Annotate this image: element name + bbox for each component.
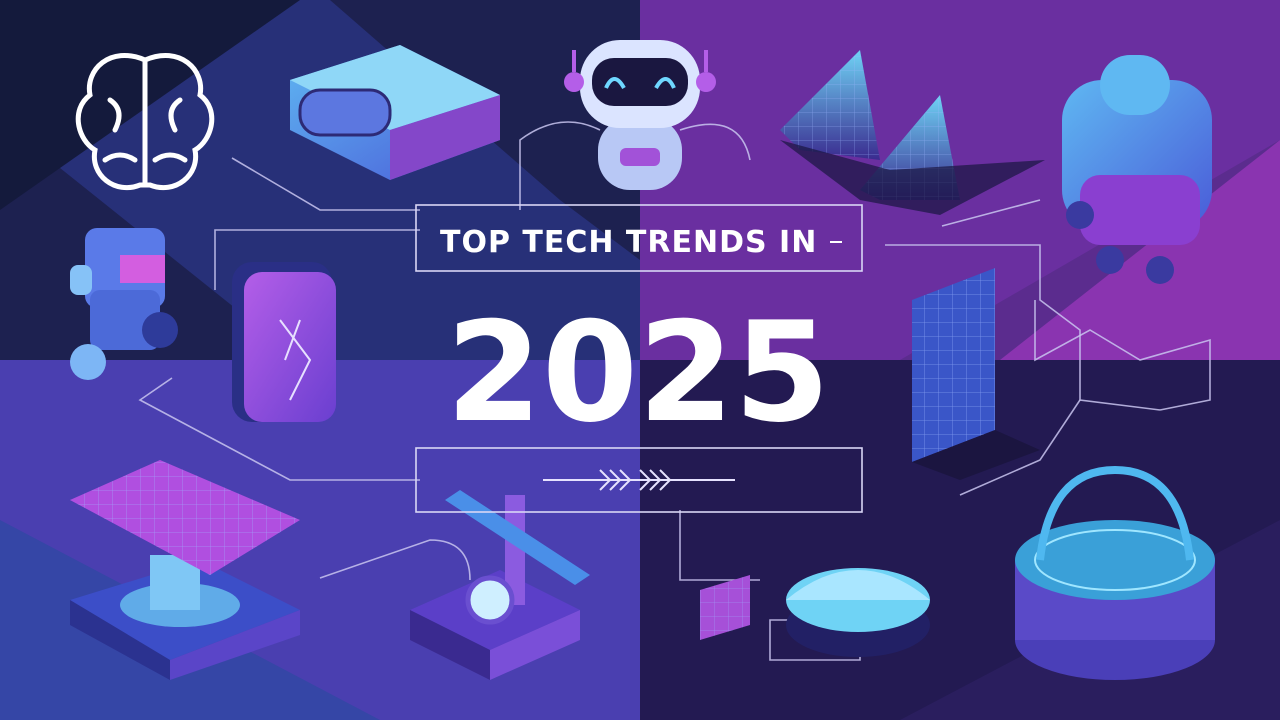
heading-frame	[415, 204, 863, 272]
solar-wall	[912, 268, 1040, 480]
robot-arm	[410, 490, 590, 680]
drone-disc	[700, 568, 930, 657]
device-card	[232, 262, 336, 422]
robot-body	[1062, 55, 1212, 284]
pool	[1015, 465, 1215, 680]
brain-icon	[75, 52, 215, 191]
year: 2025	[446, 292, 830, 453]
footer-frame	[415, 447, 863, 513]
title-block: TOP TECH TRENDS IN 2025	[415, 204, 863, 513]
solar-platform	[70, 460, 300, 680]
vr-device	[290, 45, 500, 180]
small-robot	[70, 228, 178, 380]
arrow-line	[543, 469, 735, 491]
circuit-lines	[138, 121, 1211, 661]
heading: TOP TECH TRENDS IN	[440, 225, 817, 260]
solar-panels	[780, 50, 1045, 215]
robot-head	[564, 40, 716, 190]
